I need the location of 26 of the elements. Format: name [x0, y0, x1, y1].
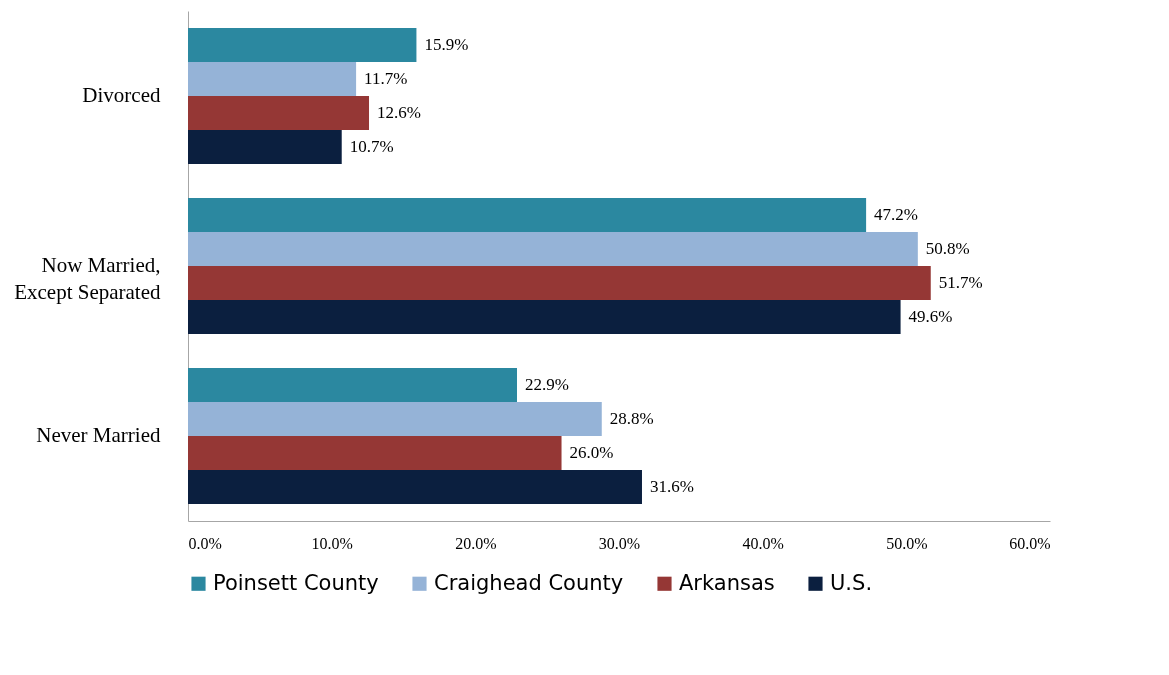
data-label: 12.6%: [377, 103, 421, 122]
data-label: 28.8%: [609, 409, 654, 428]
legend-label: Poinsett County: [213, 570, 379, 595]
data-label: 10.7%: [349, 137, 394, 156]
data-label: 50.8%: [925, 239, 970, 258]
x-tick-label: 0.0%: [188, 534, 222, 552]
y-tick-label: Now Married, Except Separated: [14, 253, 161, 304]
data-label: 47.2%: [874, 205, 919, 224]
data-label: 15.9%: [424, 35, 469, 54]
x-tick-label: 40.0%: [742, 534, 784, 552]
x-tick-label: 30.0%: [598, 534, 641, 552]
y-tick-label: Divorced: [82, 83, 161, 107]
data-label: 26.0%: [569, 443, 614, 462]
data-label: 51.7%: [938, 273, 983, 292]
data-label: 22.9%: [525, 375, 569, 394]
data-label: 31.6%: [649, 477, 694, 496]
legend-label: Craighead County: [434, 570, 624, 595]
x-tick-label: 50.0%: [886, 534, 928, 552]
data-label: 49.6%: [908, 307, 953, 326]
legend-label: Arkansas: [679, 570, 775, 595]
legend-label: U.S.: [830, 570, 873, 595]
data-label: 11.7%: [364, 69, 408, 88]
x-tick-label: 20.0%: [455, 534, 497, 552]
x-tick-label: 60.0%: [1009, 534, 1051, 552]
y-tick-label: Never Married: [36, 423, 161, 447]
x-tick-label: 10.0%: [311, 534, 353, 552]
